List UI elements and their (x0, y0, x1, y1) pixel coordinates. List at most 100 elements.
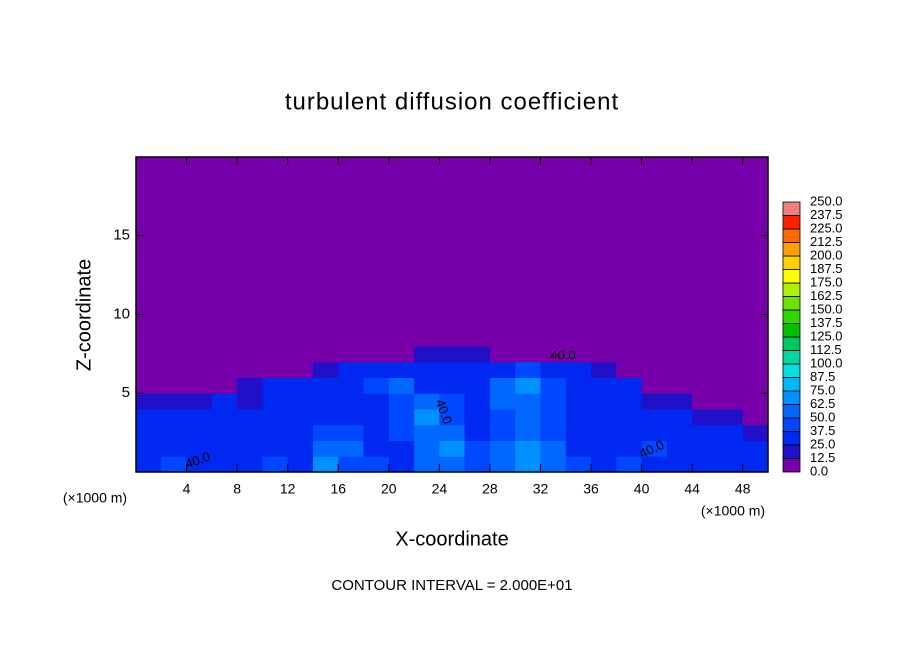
cell (666, 346, 693, 363)
colorbar-label: 200.0 (810, 247, 843, 262)
cell (136, 361, 162, 378)
cell (717, 157, 744, 347)
cell (338, 409, 365, 426)
cell (717, 440, 744, 457)
cell (287, 377, 314, 394)
cell (666, 424, 693, 441)
cell (591, 456, 617, 473)
cell (641, 409, 668, 426)
cell (489, 377, 516, 394)
cell (717, 456, 744, 473)
colorbar-label: 250.0 (810, 193, 843, 208)
cell (692, 409, 718, 426)
cell (262, 377, 289, 394)
cell (161, 409, 188, 426)
cell (489, 346, 516, 363)
cell (515, 377, 541, 394)
cell (565, 409, 592, 426)
cell (666, 377, 693, 394)
x-tick-label: 20 (381, 481, 397, 497)
cell (692, 361, 718, 378)
cell (439, 361, 466, 378)
cell (363, 377, 390, 394)
cell (565, 456, 592, 473)
colorbar-swatch (782, 404, 801, 419)
cell (363, 409, 390, 426)
cell (692, 377, 718, 394)
cell (515, 409, 541, 426)
cell (717, 361, 744, 378)
cell (338, 456, 365, 473)
cell (692, 456, 718, 473)
cell (515, 361, 541, 378)
cell (363, 393, 390, 410)
cell (338, 393, 365, 410)
cell (439, 377, 466, 394)
cell (211, 361, 238, 378)
cell (237, 361, 263, 378)
cell (742, 409, 769, 426)
cell (591, 440, 617, 457)
cell (464, 440, 491, 457)
cell (237, 393, 263, 410)
cell (641, 393, 668, 410)
cell (616, 424, 643, 441)
cell (489, 424, 516, 441)
x-tick-label: 44 (684, 481, 700, 497)
cell (262, 346, 289, 363)
cell (464, 157, 491, 347)
cell (717, 393, 744, 410)
cell (641, 346, 668, 363)
cell (388, 424, 415, 441)
cell (186, 377, 213, 394)
cell (262, 456, 289, 473)
cell (742, 424, 769, 441)
cell (439, 456, 466, 473)
cell (666, 361, 693, 378)
cell (692, 424, 718, 441)
cell (439, 393, 466, 410)
cell (262, 440, 289, 457)
cell (565, 361, 592, 378)
cell (641, 440, 668, 457)
cell (363, 456, 390, 473)
cell (414, 346, 440, 363)
cell (136, 157, 162, 347)
cell (237, 346, 263, 363)
cell (414, 377, 440, 394)
colorbar-swatch (782, 282, 801, 297)
cell (591, 361, 617, 378)
cell (136, 377, 162, 394)
cell (186, 346, 213, 363)
x-tick-label: 4 (183, 481, 191, 497)
cell (515, 157, 541, 347)
cell (388, 409, 415, 426)
cell (742, 456, 769, 473)
cell (287, 456, 314, 473)
cell (186, 424, 213, 441)
cell (616, 377, 643, 394)
cell (186, 393, 213, 410)
cell (414, 409, 440, 426)
cell (186, 440, 213, 457)
cell (666, 409, 693, 426)
cell (565, 424, 592, 441)
cell (591, 377, 617, 394)
cell (363, 424, 390, 441)
cell (489, 456, 516, 473)
cell (287, 346, 314, 363)
cell (262, 393, 289, 410)
y-tick-label: 10 (113, 305, 130, 322)
cell (489, 361, 516, 378)
colorbar-label: 225.0 (810, 220, 843, 235)
cell (414, 361, 440, 378)
cell (287, 157, 314, 347)
cell (414, 424, 440, 441)
colorbar-swatch (782, 363, 801, 378)
cell (464, 393, 491, 410)
cell (388, 361, 415, 378)
colorbar-label: 100.0 (810, 355, 843, 370)
cell (515, 440, 541, 457)
cell (489, 393, 516, 410)
